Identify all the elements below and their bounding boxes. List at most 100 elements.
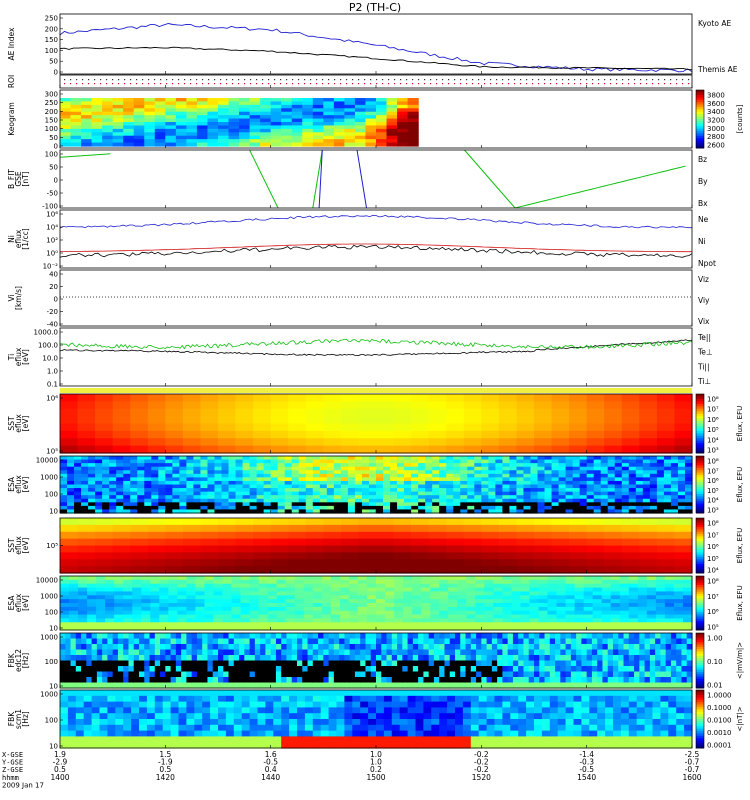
heat-cell — [270, 416, 289, 425]
heat-cell — [158, 491, 166, 496]
heat-cell — [276, 591, 287, 596]
heat-cell — [537, 505, 546, 511]
heat-cell — [249, 473, 258, 478]
heat-cell — [529, 583, 540, 589]
heat-cell — [475, 591, 485, 596]
heat-cell — [175, 649, 182, 656]
heat-cell — [137, 495, 145, 500]
heat-cell — [312, 495, 321, 500]
heat-cell — [249, 502, 258, 507]
heat-cell — [204, 614, 215, 620]
heat-cell — [339, 644, 345, 651]
heat-cell — [95, 545, 114, 553]
heat-cell — [642, 509, 651, 514]
heat-cell — [235, 463, 244, 468]
heat-cell — [446, 484, 454, 489]
roi-dot — [226, 83, 228, 85]
heat-cell — [65, 660, 72, 667]
heat-cell — [333, 484, 342, 489]
heat-cell — [88, 473, 96, 478]
heat-cell — [144, 491, 152, 496]
heat-cell — [602, 638, 609, 645]
heat-cell — [340, 538, 360, 547]
heat-cell — [623, 666, 630, 673]
heat-cell — [488, 498, 496, 503]
heat-cell — [649, 456, 658, 461]
heat-cell — [446, 480, 454, 486]
heat-cell — [600, 498, 609, 503]
heat-cell — [368, 495, 377, 500]
heat-cell — [604, 531, 623, 540]
heat-cell — [663, 473, 672, 478]
heat-cell — [502, 456, 511, 461]
heat-cell — [537, 509, 546, 514]
heat-cell — [495, 456, 503, 461]
heat-cell — [365, 666, 372, 673]
heat-cell — [551, 401, 570, 410]
heat-cell — [467, 484, 475, 489]
heat-cell — [376, 518, 395, 526]
heat-cell — [151, 495, 159, 500]
heat-cell — [165, 682, 172, 689]
heat-cell — [497, 671, 503, 678]
heat-cell — [618, 677, 625, 684]
heat-cell — [470, 671, 477, 678]
heat-cell — [60, 430, 79, 439]
heat-cell — [486, 682, 493, 689]
heat-cell — [682, 622, 693, 627]
heat-cell — [139, 660, 145, 667]
roi-dot — [376, 83, 378, 85]
heat-cell — [407, 655, 414, 662]
heat-cell — [572, 502, 581, 507]
heat-cell — [453, 495, 461, 500]
heat-cell — [179, 473, 187, 478]
heat-cell — [637, 610, 648, 616]
heat-cell — [411, 491, 419, 496]
heat-cell — [165, 118, 177, 123]
heat-cell — [502, 655, 509, 662]
heat-cell — [177, 614, 187, 620]
roi-dot — [562, 83, 564, 85]
heat-cell — [235, 531, 254, 540]
heat-cell — [634, 677, 640, 684]
heat-cell — [270, 473, 279, 478]
heat-cell — [193, 509, 202, 514]
heat-cell — [200, 552, 219, 560]
heat-cell — [235, 456, 244, 461]
heat-cell — [439, 655, 446, 662]
heat-cell — [481, 456, 489, 461]
roi-dot — [526, 83, 528, 85]
heat-cell — [460, 477, 468, 482]
heat-cell — [186, 610, 197, 616]
heat-cell — [475, 599, 485, 604]
heat-cell — [102, 98, 114, 103]
heat-cell — [285, 626, 296, 631]
heat-cell — [551, 480, 560, 486]
heat-cell — [430, 591, 440, 596]
heat-cell — [407, 142, 419, 147]
heat-cell — [305, 463, 314, 468]
heat-cell — [109, 498, 117, 503]
heat-cell — [601, 610, 612, 616]
heat-cell — [144, 502, 152, 507]
heat-cell — [231, 610, 242, 616]
heat-cell — [340, 394, 360, 402]
heat-cell — [476, 677, 482, 684]
heat-cell — [476, 660, 482, 667]
heat-cell — [586, 498, 595, 503]
heat-cell — [670, 466, 679, 471]
heat-cell — [642, 488, 651, 493]
heat-cell — [486, 677, 493, 684]
heat-cell — [95, 502, 103, 507]
roi-dot — [556, 83, 558, 85]
heat-cell — [312, 505, 321, 511]
heat-cell — [281, 649, 288, 656]
heat-cell — [394, 599, 404, 604]
heat-cell — [244, 677, 251, 684]
heat-cell — [253, 566, 272, 574]
heat-cell — [537, 480, 546, 486]
heat-cell — [67, 480, 75, 486]
heat-cell — [99, 713, 108, 720]
heat-cell — [60, 132, 72, 137]
heat-cell — [67, 713, 77, 720]
